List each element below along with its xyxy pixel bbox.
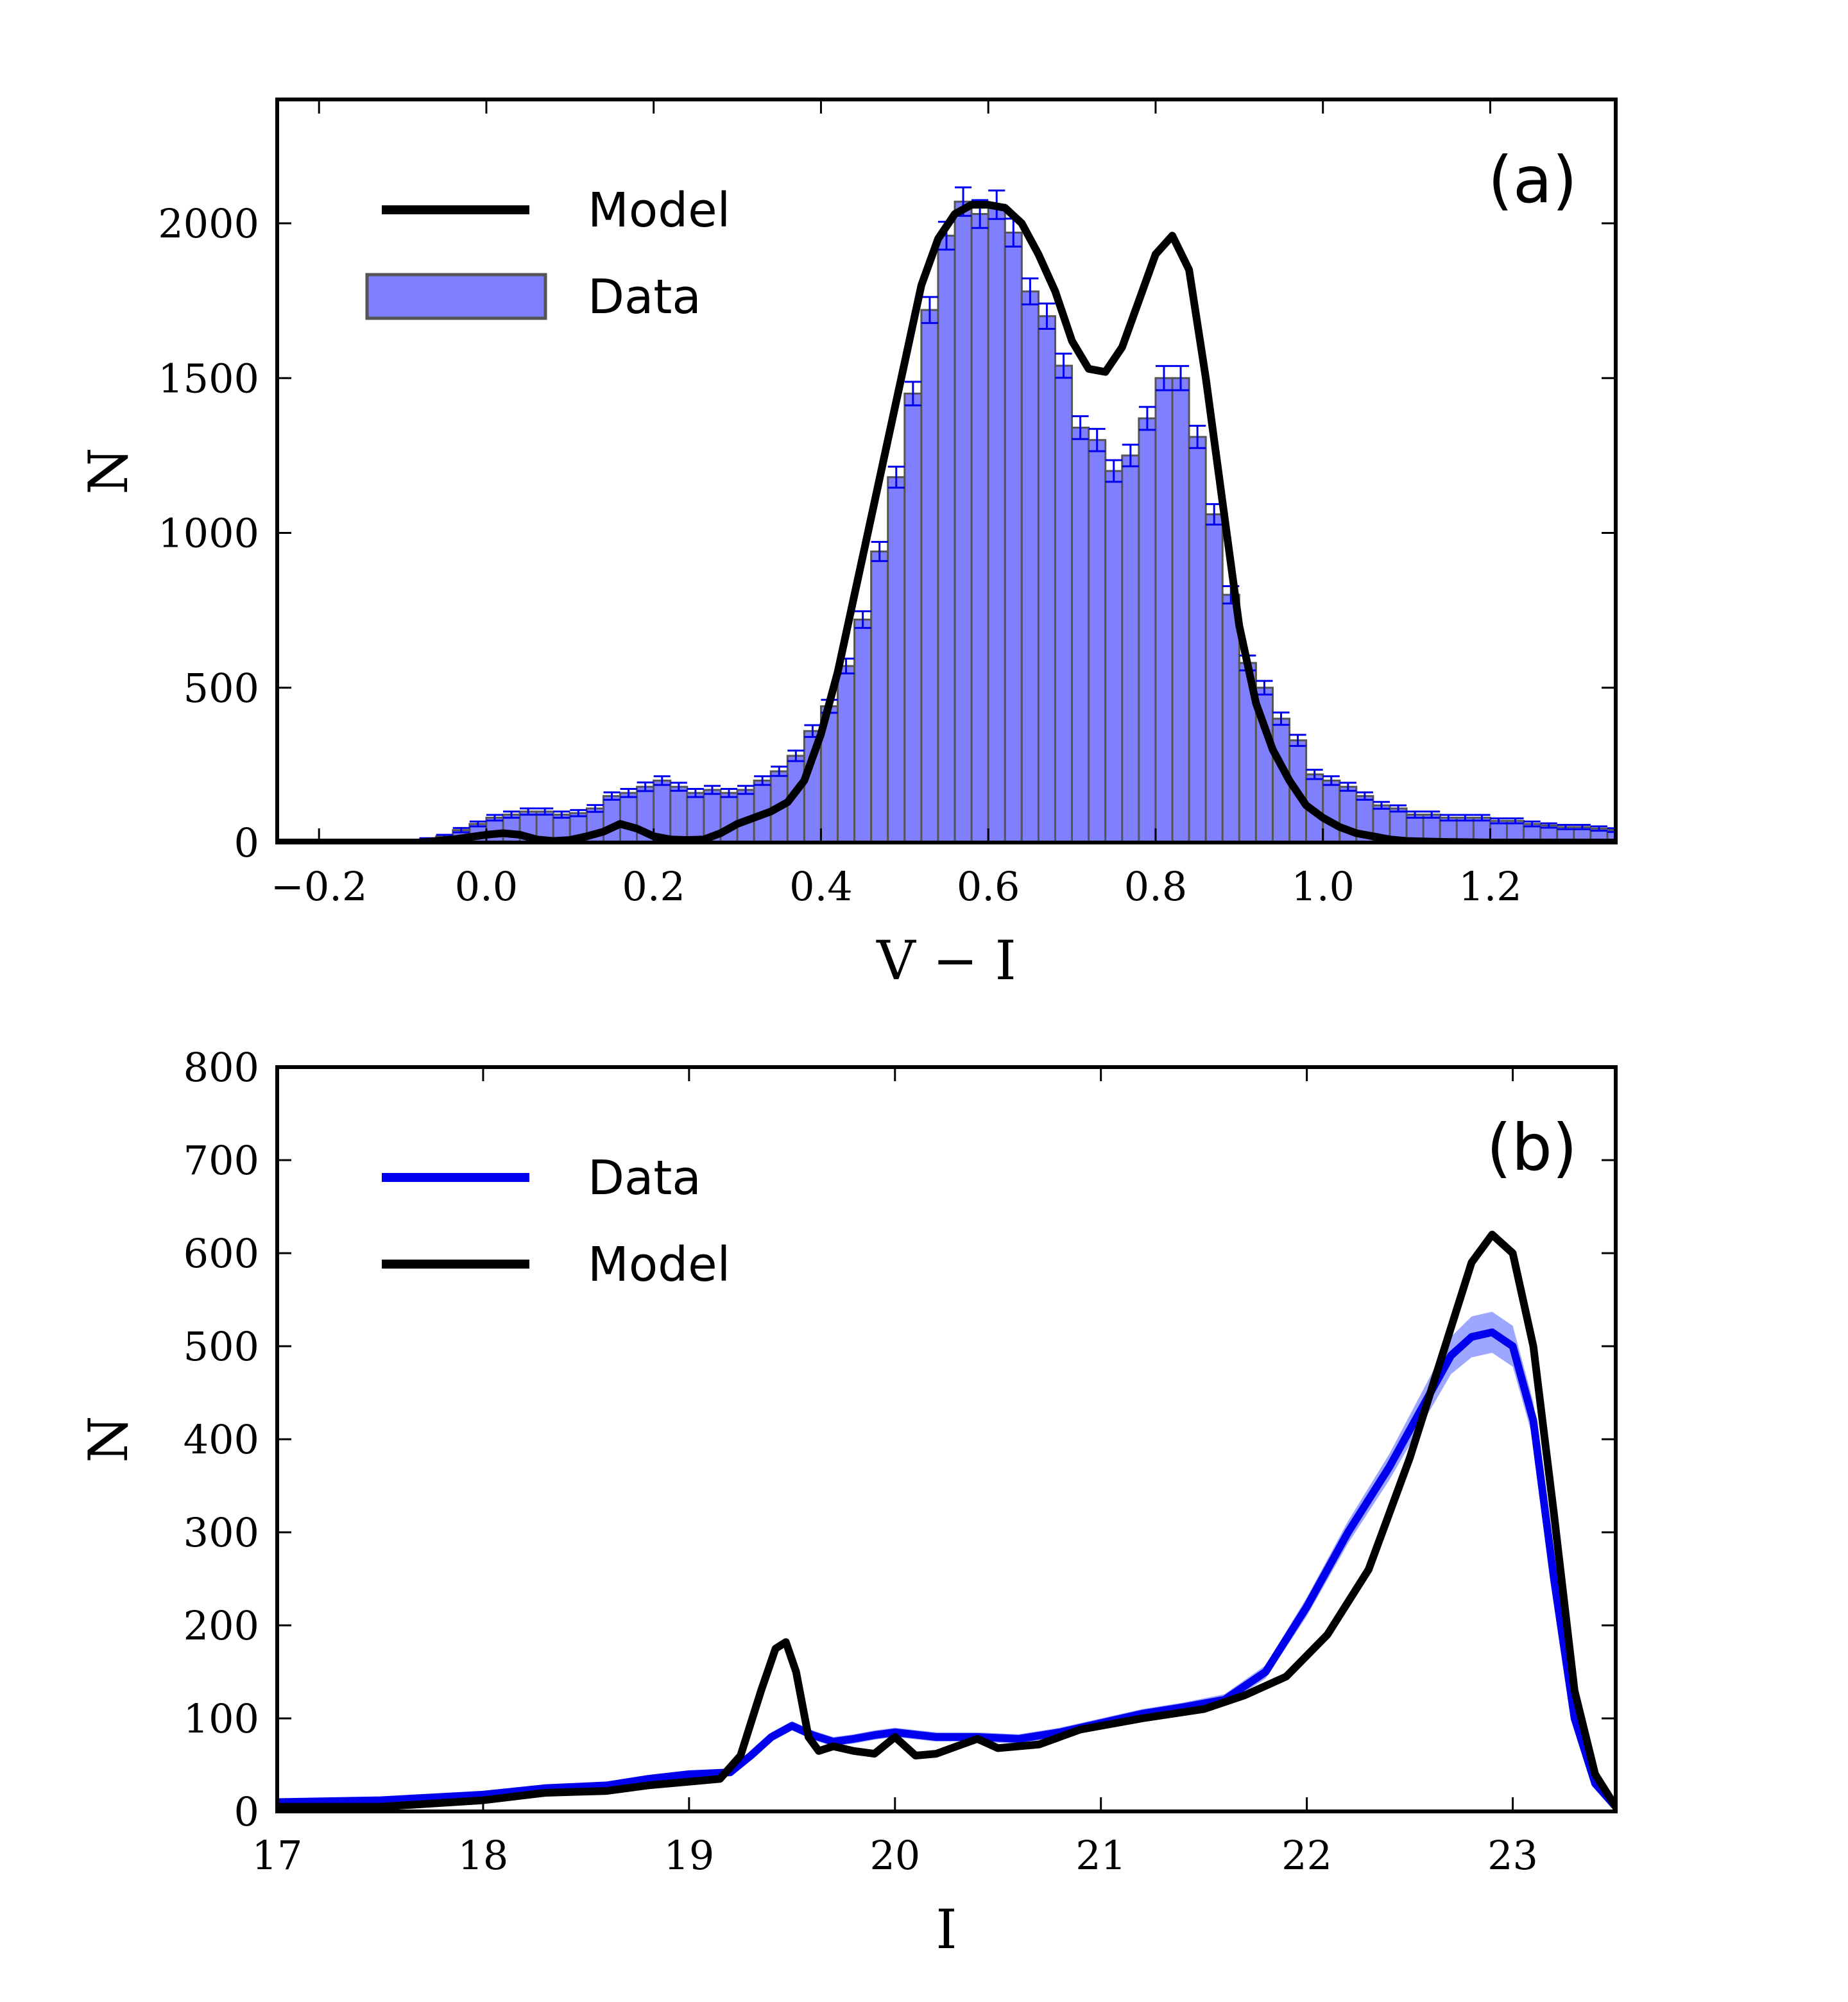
histogram-bar [870,550,889,843]
x-tick-label: 17 [252,1832,303,1879]
histogram-bar [1020,290,1040,843]
y-tick-label: 0 [234,819,259,866]
y-tick-label: 1000 [158,510,259,557]
panel-a: −0.2 0.0 0.2 0.4 0.6 0.8 1.0 1.2 0 500 1000 1500 200… [77,98,1618,992]
histogram-bar [1138,417,1157,843]
panel-label: (b) [1486,1110,1577,1185]
y-tick-label: 1500 [158,355,259,402]
histogram-bar [920,309,939,843]
axes-frame-a [275,98,1618,844]
x-tick-label: 23 [1487,1832,1538,1879]
data-line [277,1328,1616,1811]
x-tick-label: 0.0 [455,863,518,910]
x-tick-label: 21 [1075,1832,1126,1879]
histogram-bar [970,213,989,843]
x-axis-label: V − I [876,929,1016,992]
x-tick-label: 22 [1281,1832,1332,1879]
histogram-bar [903,392,923,843]
x-tick-label: 20 [869,1832,920,1879]
y-tick-label: 200 [184,1602,259,1649]
histogram-bar [1004,231,1023,843]
legend-a: Model Data [365,183,730,325]
legend-swatch [365,273,547,320]
plot-area-a [277,186,1616,843]
histogram-bar [954,200,973,843]
legend-b: Data Model [382,1151,730,1292]
panel-label: (a) [1488,142,1577,218]
y-axis-label: N [77,447,140,495]
model-line [277,201,1616,843]
histogram-bar [1071,426,1090,843]
histogram-bar [1154,377,1174,843]
x-tick-label: 0.2 [622,863,685,910]
y-tick-label: 500 [184,665,259,712]
x-axis-label: I [936,1898,957,1961]
x-tick-label: 1.2 [1459,863,1522,910]
x-tick-label: 1.0 [1291,863,1355,910]
x-tick-label: 19 [663,1832,714,1879]
legend-label: Data [588,1151,701,1206]
y-tick-label: 600 [184,1230,259,1277]
legend-label: Data [588,270,701,325]
histogram-bar [1104,470,1124,843]
histogram-bar [1037,315,1056,843]
y-tick-label: 0 [234,1788,259,1835]
y-tick-label: 100 [184,1695,259,1742]
histogram-bar [1171,377,1190,843]
histogram-bar [1221,594,1240,843]
histogram-bar [602,795,622,843]
panel-b: 17 18 19 20 21 22 23 0 100 200 300 400 500 600 700 800 I… [77,1044,1618,1961]
histogram-bar [619,792,638,843]
y-tick-label: 400 [184,1416,259,1463]
histogram-bar [1088,439,1107,843]
histogram-bar [1188,436,1207,843]
y-axis-b: 0 100 200 300 400 500 600 700 800 [184,1044,1616,1835]
histogram-bar [1204,513,1224,843]
histogram-bar [669,785,689,843]
histogram-bar [987,203,1006,843]
y-tick-label: 700 [184,1137,259,1184]
x-tick-label: −0.2 [271,863,368,910]
data-histogram [402,200,1616,843]
x-tick-label: 0.4 [789,863,853,910]
y-tick-label: 2000 [158,200,259,247]
y-tick-label: 300 [184,1509,259,1556]
histogram-bar [686,792,705,843]
histogram-bar [837,665,856,843]
model-line [277,1231,1616,1811]
legend-label: Model [588,183,730,238]
y-axis-label: N [77,1416,140,1463]
x-tick-label: 0.6 [957,863,1020,910]
y-axis-a: 0 500 1000 1500 2000 [158,200,1616,866]
legend-label: Model [588,1237,730,1292]
histogram-bar [937,234,956,843]
histogram-bar [853,619,873,843]
x-tick-label: 18 [458,1832,508,1879]
histogram-bar [1322,780,1341,843]
histogram-bar [887,476,906,843]
y-tick-label: 500 [184,1323,259,1370]
x-axis-b: 17 18 19 20 21 22 23 [252,1067,1538,1879]
histogram-bar [1121,454,1140,843]
plot-area-b [277,1231,1616,1811]
y-tick-label: 800 [184,1044,259,1091]
histogram-bar [1054,364,1074,843]
x-axis-a: −0.2 0.0 0.2 0.4 0.6 0.8 1.0 1.2 [271,99,1522,910]
x-tick-label: 0.8 [1124,863,1188,910]
